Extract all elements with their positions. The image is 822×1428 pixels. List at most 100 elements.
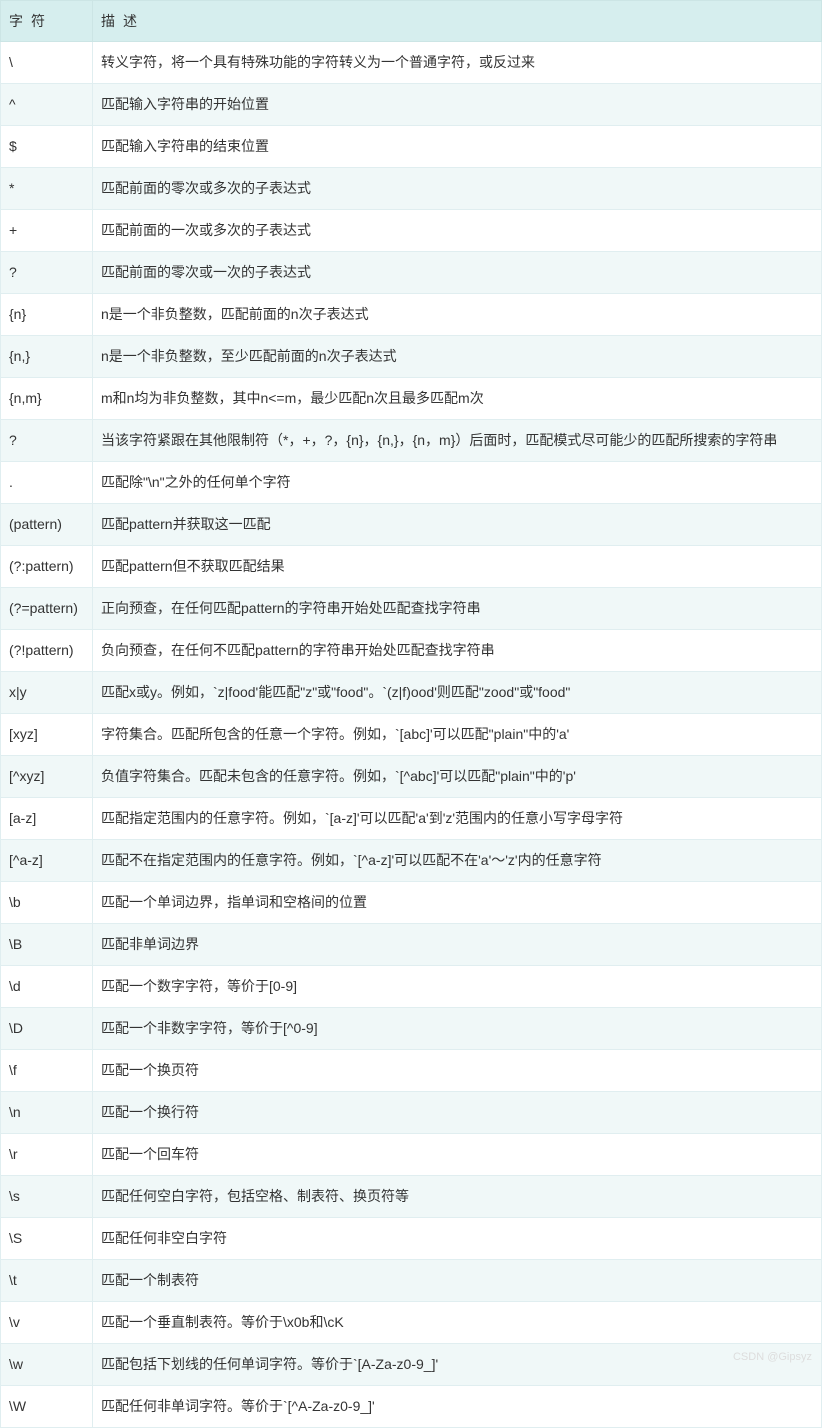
- cell-char: \: [1, 42, 93, 84]
- cell-char: {n}: [1, 294, 93, 336]
- table-row: +匹配前面的一次或多次的子表达式: [1, 210, 822, 252]
- cell-desc: 匹配一个制表符: [93, 1260, 822, 1302]
- cell-char: (?:pattern): [1, 546, 93, 588]
- cell-desc: 匹配一个单词边界，指单词和空格间的位置: [93, 882, 822, 924]
- regex-reference-table: 字符 描述 \转义字符，将一个具有特殊功能的字符转义为一个普通字符，或反过来^匹…: [0, 0, 822, 1428]
- cell-char: \S: [1, 1218, 93, 1260]
- cell-desc: 匹配一个回车符: [93, 1134, 822, 1176]
- table-row: (?!pattern)负向预查，在任何不匹配pattern的字符串开始处匹配查找…: [1, 630, 822, 672]
- table-row: ^匹配输入字符串的开始位置: [1, 84, 822, 126]
- table-row: \B匹配非单词边界: [1, 924, 822, 966]
- cell-char: ^: [1, 84, 93, 126]
- cell-char: \s: [1, 1176, 93, 1218]
- cell-desc: 匹配一个非数字字符，等价于[^0-9]: [93, 1008, 822, 1050]
- cell-char: {n,}: [1, 336, 93, 378]
- cell-desc: n是一个非负整数，至少匹配前面的n次子表达式: [93, 336, 822, 378]
- cell-desc: 匹配pattern但不获取匹配结果: [93, 546, 822, 588]
- table-row: \t匹配一个制表符: [1, 1260, 822, 1302]
- table-row: \f匹配一个换页符: [1, 1050, 822, 1092]
- cell-char: (pattern): [1, 504, 93, 546]
- table-row: .匹配除"\n"之外的任何单个字符: [1, 462, 822, 504]
- cell-char: ?: [1, 420, 93, 462]
- cell-desc: 匹配除"\n"之外的任何单个字符: [93, 462, 822, 504]
- table-row: {n,m}m和n均为非负整数，其中n<=m，最少匹配n次且最多匹配m次: [1, 378, 822, 420]
- cell-char: *: [1, 168, 93, 210]
- cell-char: [xyz]: [1, 714, 93, 756]
- cell-char: \r: [1, 1134, 93, 1176]
- cell-char: \t: [1, 1260, 93, 1302]
- table-row: [xyz]字符集合。匹配所包含的任意一个字符。例如，`[abc]'可以匹配"pl…: [1, 714, 822, 756]
- cell-desc: 匹配一个垂直制表符。等价于\x0b和\cK: [93, 1302, 822, 1344]
- cell-char: [^a-z]: [1, 840, 93, 882]
- cell-desc: 匹配前面的零次或多次的子表达式: [93, 168, 822, 210]
- cell-desc: 匹配x或y。例如，`z|food'能匹配"z"或"food"。`(z|f)ood…: [93, 672, 822, 714]
- cell-char: [^xyz]: [1, 756, 93, 798]
- cell-char: +: [1, 210, 93, 252]
- cell-char: \B: [1, 924, 93, 966]
- cell-char: \b: [1, 882, 93, 924]
- cell-desc: 负向预查，在任何不匹配pattern的字符串开始处匹配查找字符串: [93, 630, 822, 672]
- cell-desc: 匹配包括下划线的任何单词字符。等价于`[A-Za-z0-9_]': [93, 1344, 822, 1386]
- table-row: \S匹配任何非空白字符: [1, 1218, 822, 1260]
- table-row: x|y匹配x或y。例如，`z|food'能匹配"z"或"food"。`(z|f)…: [1, 672, 822, 714]
- cell-desc: 匹配一个换行符: [93, 1092, 822, 1134]
- table-row: {n,}n是一个非负整数，至少匹配前面的n次子表达式: [1, 336, 822, 378]
- cell-desc: 匹配一个换页符: [93, 1050, 822, 1092]
- cell-char: $: [1, 126, 93, 168]
- cell-char: [a-z]: [1, 798, 93, 840]
- table-row: (?:pattern)匹配pattern但不获取匹配结果: [1, 546, 822, 588]
- table-row: \w匹配包括下划线的任何单词字符。等价于`[A-Za-z0-9_]': [1, 1344, 822, 1386]
- table-row: [a-z]匹配指定范围内的任意字符。例如，`[a-z]'可以匹配'a'到'z'范…: [1, 798, 822, 840]
- cell-desc: 当该字符紧跟在其他限制符（*，+，?，{n}，{n,}，{n，m}）后面时，匹配…: [93, 420, 822, 462]
- col-header-desc: 描述: [93, 1, 822, 42]
- col-header-char: 字符: [1, 1, 93, 42]
- cell-char: \n: [1, 1092, 93, 1134]
- cell-char: {n,m}: [1, 378, 93, 420]
- table-row: ?当该字符紧跟在其他限制符（*，+，?，{n}，{n,}，{n，m}）后面时，匹…: [1, 420, 822, 462]
- table-row: [^xyz]负值字符集合。匹配未包含的任意字符。例如，`[^abc]'可以匹配"…: [1, 756, 822, 798]
- table-row: ?匹配前面的零次或一次的子表达式: [1, 252, 822, 294]
- table-row: \转义字符，将一个具有特殊功能的字符转义为一个普通字符，或反过来: [1, 42, 822, 84]
- cell-desc: 负值字符集合。匹配未包含的任意字符。例如，`[^abc]'可以匹配"plain"…: [93, 756, 822, 798]
- table-row: \D匹配一个非数字字符，等价于[^0-9]: [1, 1008, 822, 1050]
- table-row: {n}n是一个非负整数，匹配前面的n次子表达式: [1, 294, 822, 336]
- cell-desc: 匹配前面的零次或一次的子表达式: [93, 252, 822, 294]
- cell-desc: 匹配非单词边界: [93, 924, 822, 966]
- cell-desc: 转义字符，将一个具有特殊功能的字符转义为一个普通字符，或反过来: [93, 42, 822, 84]
- cell-desc: m和n均为非负整数，其中n<=m，最少匹配n次且最多匹配m次: [93, 378, 822, 420]
- cell-char: ?: [1, 252, 93, 294]
- cell-desc: 匹配任何空白字符，包括空格、制表符、换页符等: [93, 1176, 822, 1218]
- table-row: $匹配输入字符串的结束位置: [1, 126, 822, 168]
- cell-char: \v: [1, 1302, 93, 1344]
- cell-desc: n是一个非负整数，匹配前面的n次子表达式: [93, 294, 822, 336]
- cell-char: (?!pattern): [1, 630, 93, 672]
- cell-desc: 正向预查，在任何匹配pattern的字符串开始处匹配查找字符串: [93, 588, 822, 630]
- table-row: (pattern)匹配pattern并获取这一匹配: [1, 504, 822, 546]
- table-row: \v匹配一个垂直制表符。等价于\x0b和\cK: [1, 1302, 822, 1344]
- cell-desc: 匹配输入字符串的开始位置: [93, 84, 822, 126]
- cell-char: \w: [1, 1344, 93, 1386]
- cell-char: (?=pattern): [1, 588, 93, 630]
- table-row: \r匹配一个回车符: [1, 1134, 822, 1176]
- cell-char: \f: [1, 1050, 93, 1092]
- cell-char: \W: [1, 1386, 93, 1428]
- table-row: \s匹配任何空白字符，包括空格、制表符、换页符等: [1, 1176, 822, 1218]
- cell-desc: 匹配输入字符串的结束位置: [93, 126, 822, 168]
- table-row: *匹配前面的零次或多次的子表达式: [1, 168, 822, 210]
- table-header-row: 字符 描述: [1, 1, 822, 42]
- cell-desc: 匹配pattern并获取这一匹配: [93, 504, 822, 546]
- table-row: \W匹配任何非单词字符。等价于`[^A-Za-z0-9_]': [1, 1386, 822, 1428]
- table-row: \n匹配一个换行符: [1, 1092, 822, 1134]
- cell-char: \d: [1, 966, 93, 1008]
- table-row: \b匹配一个单词边界，指单词和空格间的位置: [1, 882, 822, 924]
- table-row: (?=pattern)正向预查，在任何匹配pattern的字符串开始处匹配查找字…: [1, 588, 822, 630]
- cell-desc: 匹配任何非单词字符。等价于`[^A-Za-z0-9_]': [93, 1386, 822, 1428]
- cell-desc: 匹配一个数字字符，等价于[0-9]: [93, 966, 822, 1008]
- cell-char: \D: [1, 1008, 93, 1050]
- cell-desc: 匹配不在指定范围内的任意字符。例如，`[^a-z]'可以匹配不在'a'～'z'内…: [93, 840, 822, 882]
- cell-char: .: [1, 462, 93, 504]
- cell-desc: 匹配任何非空白字符: [93, 1218, 822, 1260]
- cell-char: x|y: [1, 672, 93, 714]
- cell-desc: 字符集合。匹配所包含的任意一个字符。例如，`[abc]'可以匹配"plain"中…: [93, 714, 822, 756]
- table-row: \d匹配一个数字字符，等价于[0-9]: [1, 966, 822, 1008]
